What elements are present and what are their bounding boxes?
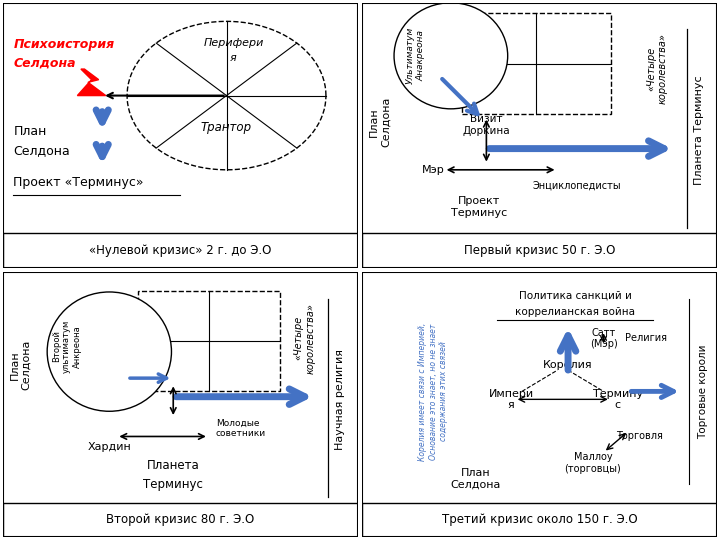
Text: Религия: Религия [625, 333, 667, 343]
Text: я: я [230, 53, 237, 64]
Text: Термину
с: Термину с [593, 389, 643, 410]
Text: Второй
ультиматум
Анкреона: Второй ультиматум Анкреона [52, 320, 81, 373]
Text: Научная религия: Научная религия [335, 349, 345, 450]
Text: Планета: Планета [147, 459, 199, 472]
Text: Энциклопедисты: Энциклопедисты [533, 181, 621, 191]
Text: Планета Терминус: Планета Терминус [695, 75, 704, 185]
Bar [362, 233, 717, 268]
Bar [138, 291, 280, 392]
Text: Корелия имеет связи с Империей,
Основание это знает, но не знает
содержания этих: Корелия имеет связи с Империей, Основани… [418, 322, 448, 461]
Text: Мэр: Мэр [422, 165, 444, 175]
Text: «Нулевой кризис» 2 г. до Э.О: «Нулевой кризис» 2 г. до Э.О [89, 244, 271, 257]
Ellipse shape [48, 292, 171, 411]
Text: План
Селдона: План Селдона [369, 97, 391, 147]
Text: Импери
я: Импери я [489, 389, 534, 410]
Text: Терминус: Терминус [143, 478, 203, 491]
Bar [462, 14, 611, 114]
Text: Проект «Терминус»: Проект «Терминус» [14, 176, 144, 188]
Text: План
Селдона: План Селдона [10, 340, 32, 390]
Text: Перифери: Перифери [204, 38, 264, 48]
Text: Первый кризис 50 г. Э.О: Первый кризис 50 г. Э.О [464, 244, 616, 257]
Text: Торговля: Торговля [616, 431, 662, 442]
Text: Селдона: Селдона [14, 144, 70, 157]
Bar [362, 503, 717, 537]
Text: Второй кризис 80 г. Э.О: Второй кризис 80 г. Э.О [107, 514, 254, 526]
Text: Хардин: Хардин [87, 442, 131, 452]
Text: Третий кризис около 150 г. Э.О: Третий кризис около 150 г. Э.О [442, 514, 637, 526]
Text: Ультиматум
Анакреона: Ультиматум Анакреона [405, 27, 425, 84]
Text: Селдона: Селдона [14, 56, 76, 70]
Text: коррелианская война: коррелианская война [516, 307, 635, 317]
Text: «Четыре
королевства»: «Четыре королевства» [646, 33, 667, 105]
Polygon shape [77, 69, 106, 96]
Text: Трантор: Трантор [201, 121, 252, 134]
Text: План
Селдона: План Селдона [451, 468, 501, 490]
Text: Молодые
советники: Молодые советники [216, 419, 266, 438]
Bar [3, 503, 358, 537]
Text: План: План [14, 125, 47, 138]
Text: Визит
Доркина: Визит Доркина [462, 114, 510, 136]
Text: Сатт
(Мэр): Сатт (Мэр) [590, 328, 618, 349]
Ellipse shape [394, 3, 508, 109]
Text: Психоистория: Психоистория [14, 38, 114, 51]
Text: Проект
Терминус: Проект Терминус [451, 196, 508, 218]
Text: «Четыре
королевства»: «Четыре королевства» [294, 303, 315, 374]
Text: Маллоу
(торговцы): Маллоу (торговцы) [564, 452, 621, 474]
Text: Торговые короли: Торговые короли [698, 344, 708, 438]
Text: Корелия: Корелия [544, 360, 593, 370]
Text: Политика санкций и: Политика санкций и [518, 291, 631, 301]
Bar [3, 233, 358, 268]
